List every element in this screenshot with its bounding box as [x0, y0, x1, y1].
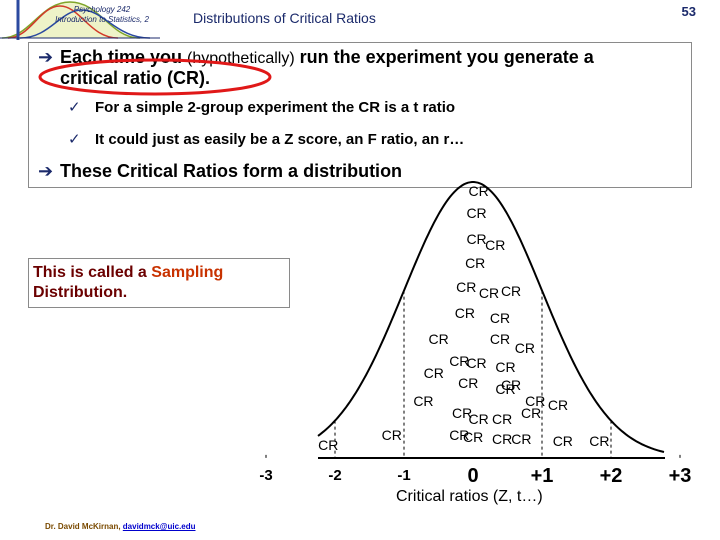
- footer-email-link[interactable]: davidmck@uic.edu: [122, 522, 196, 531]
- cr-point-label: CR: [466, 231, 486, 247]
- callout-text-b: Distribution.: [33, 284, 128, 301]
- page-number: 53: [681, 4, 696, 19]
- course-logo: Psychology 242 Introduction to Statistic…: [0, 0, 160, 40]
- bullet-text-box: [28, 42, 692, 188]
- cr-point-label: CR: [424, 365, 444, 381]
- footer-credit: Dr. David McKirnan, davidmck@uic.edu: [45, 522, 196, 531]
- cr-point-label: CR: [458, 375, 478, 391]
- cr-point-label: CR: [466, 205, 486, 221]
- cr-point-label: CR: [501, 283, 521, 299]
- arrow-bullet-icon: ➔: [38, 47, 54, 67]
- normal-curve-line: [317, 181, 665, 453]
- cr-point-label: CR: [455, 305, 475, 321]
- callout-highlight: Sampling: [151, 264, 224, 281]
- cr-point-label: CR: [382, 427, 402, 443]
- check-icon: ✓: [68, 131, 81, 148]
- normal-curve: [265, 181, 681, 459]
- cr-point-label: CR: [469, 183, 489, 199]
- cr-point-label: CR: [492, 431, 512, 447]
- cr-point-label: CR: [548, 397, 568, 413]
- cr-point-label: CR: [515, 340, 535, 356]
- cr-point-label: CR: [521, 405, 541, 421]
- bullet-2: These Critical Ratios form a distributio…: [60, 161, 403, 181]
- sub-bullet-2: It could just as easily be a Z score, an…: [95, 131, 465, 148]
- x-tick-label: -2: [328, 467, 341, 484]
- cr-point-label: CR: [495, 359, 515, 375]
- cr-point-label: CR: [479, 285, 499, 301]
- cr-point-label: CR: [511, 431, 531, 447]
- cr-point-label: CR: [525, 393, 545, 409]
- bullet-1-line-2: critical ratio (CR).: [60, 68, 211, 88]
- cr-point-label: CR: [413, 393, 433, 409]
- slide-title: Distributions of Critical Ratios: [193, 10, 376, 26]
- cr-point-label: CR: [449, 353, 469, 369]
- bell-curves-logo-icon: [0, 0, 160, 40]
- callout-text-a: This is called a: [33, 264, 152, 281]
- cr-point-label: CR: [318, 437, 338, 453]
- sub-bullet-1: For a simple 2-group experiment the CR i…: [95, 99, 456, 116]
- cr-point-label: CR: [495, 381, 515, 397]
- cr-point-label: CR: [492, 411, 512, 427]
- cr-point-label: CR: [485, 237, 505, 253]
- red-highlight-ellipse: [38, 58, 272, 96]
- cr-point-label: CR: [553, 433, 573, 449]
- bullet-1: Each time you (hypothetically) run the e…: [60, 47, 594, 69]
- x-tick-label: 0: [467, 465, 478, 487]
- x-tick-label: +3: [669, 465, 692, 487]
- sampling-distribution-callout: This is called a Sampling Distribution.: [28, 258, 290, 308]
- bullet-1-text-b: run the experiment you generate a: [294, 47, 594, 67]
- cr-point-label: CR: [452, 405, 472, 421]
- cr-point-label: CR: [429, 331, 449, 347]
- cr-point-label: CR: [449, 427, 469, 443]
- x-tick-label: -1: [397, 467, 410, 484]
- cr-point-label: CR: [466, 355, 486, 371]
- x-axis-ticks: -3 -2 -1 0 +1 +2 +3: [259, 465, 691, 487]
- course-name: Psychology 242 Introduction to Statistic…: [55, 5, 149, 24]
- check-icon: ✓: [68, 99, 81, 116]
- cr-point-label: CR: [465, 255, 485, 271]
- cr-point-label: CR: [490, 310, 510, 326]
- arrow-bullet-icon: ➔: [38, 161, 54, 181]
- x-axis-label: Critical ratios (Z, t…): [396, 488, 543, 505]
- cr-point-label: CR: [456, 279, 476, 295]
- cr-point-label: CR: [589, 433, 609, 449]
- cr-point-label: CR: [490, 331, 510, 347]
- cr-point-label: CR: [469, 411, 489, 427]
- x-tick-label: +2: [600, 465, 623, 487]
- cr-point-label: CR: [501, 377, 521, 393]
- cr-point-label: CR: [463, 429, 483, 445]
- x-tick-label: +1: [531, 465, 554, 487]
- x-tick-label: -3: [259, 467, 272, 484]
- footer-author: Dr. David McKirnan,: [45, 522, 123, 531]
